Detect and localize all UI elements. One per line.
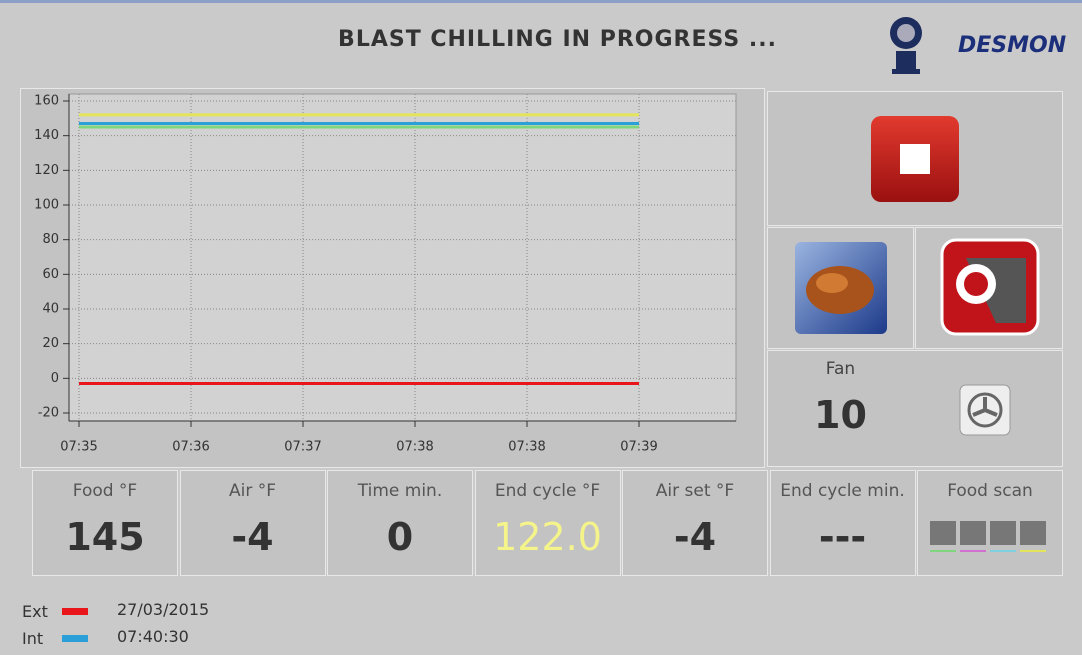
y-tick-label: 120 xyxy=(34,163,59,178)
fan-button[interactable] xyxy=(956,381,1016,441)
food-scan-probes xyxy=(918,501,1064,561)
cycle-button[interactable] xyxy=(916,228,1064,350)
cycle-panel xyxy=(915,227,1063,349)
y-tick-label: 0 xyxy=(51,371,59,386)
x-tick-label: 07:38 xyxy=(508,440,545,455)
time: 07:40:30 xyxy=(117,627,189,646)
product-panel xyxy=(767,227,914,349)
readout-label: Time min. xyxy=(328,481,472,501)
readout-cell: Air °F -4 xyxy=(180,470,326,576)
x-tick-label: 07:37 xyxy=(284,440,321,455)
food-scan-label: Food scan xyxy=(918,481,1062,501)
readout-label: End cycle min. xyxy=(771,481,915,501)
y-tick-label: 160 xyxy=(34,94,59,109)
fan-value: 10 xyxy=(768,393,913,437)
readout-label: Air set °F xyxy=(623,481,767,501)
readout-cell: End cycle °F 122.0 xyxy=(475,470,621,576)
readout-value: 122.0 xyxy=(476,515,620,559)
chart: -20 0 20 40 60 80 100 120 140 160 07:35 07:36 07:37 0… xyxy=(21,89,766,469)
readout-value: --- xyxy=(771,515,915,559)
x-tick-label: 07:38 xyxy=(396,440,433,455)
readout-value: 0 xyxy=(328,515,472,559)
legend-label: Ext xyxy=(22,602,48,621)
readout-value: -4 xyxy=(181,515,325,559)
readout-label: Food °F xyxy=(33,481,177,501)
fan-label: Fan xyxy=(768,359,913,379)
readout-cell: Air set °F -4 xyxy=(622,470,768,576)
y-tick-label: 40 xyxy=(42,302,59,317)
x-tick-label: 07:35 xyxy=(60,440,97,455)
legend-swatch xyxy=(62,635,88,642)
legend-label: Int xyxy=(22,629,43,648)
y-tick-label: -20 xyxy=(38,406,59,421)
food-scan-cell: Food scan xyxy=(917,470,1063,576)
legend-swatch xyxy=(62,608,88,615)
logo xyxy=(880,11,936,79)
plot-area xyxy=(69,94,736,421)
readout-value: -4 xyxy=(623,515,767,559)
readout-value: 145 xyxy=(33,515,177,559)
readout-cell: Food °F 145 xyxy=(32,470,178,576)
x-tick-label: 07:39 xyxy=(620,440,657,455)
readout-cell: Time min. 0 xyxy=(327,470,473,576)
readout-label: Air °F xyxy=(181,481,325,501)
readout-label: End cycle °F xyxy=(476,481,620,501)
y-tick-label: 140 xyxy=(34,128,59,143)
y-tick-label: 20 xyxy=(42,336,59,351)
y-tick-label: 100 xyxy=(34,198,59,213)
y-tick-label: 60 xyxy=(42,267,59,282)
chart-panel: -20 0 20 40 60 80 100 120 140 160 07:35 07:36 07:37 0… xyxy=(20,88,765,468)
screen: BLAST CHILLING IN PROGRESS ... DESMON -2… xyxy=(0,0,1082,655)
y-tick-label: 80 xyxy=(42,232,59,247)
readout-cell: End cycle min. --- xyxy=(770,470,916,576)
x-tick-label: 07:36 xyxy=(172,440,209,455)
stop-button[interactable] xyxy=(768,92,1064,227)
fan-panel: Fan 10 xyxy=(767,350,1063,467)
brand: DESMON xyxy=(958,33,1066,58)
stop-panel xyxy=(767,91,1063,226)
date: 27/03/2015 xyxy=(117,600,209,619)
product-button[interactable] xyxy=(768,228,915,350)
